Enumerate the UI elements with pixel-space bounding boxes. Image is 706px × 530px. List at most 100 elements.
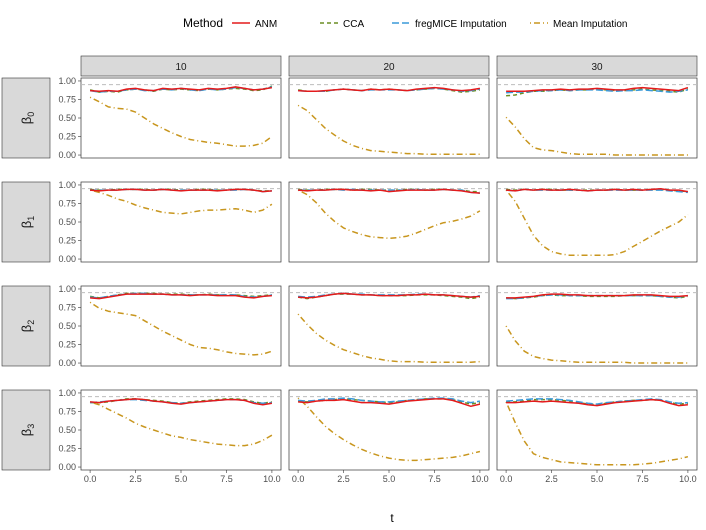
panel-1-1 bbox=[288, 181, 490, 263]
series-line-fregmice-imputation bbox=[298, 397, 481, 404]
row-strip-label-3: β3 bbox=[19, 424, 36, 437]
panel-3-1 bbox=[288, 389, 490, 471]
series-line-anm bbox=[90, 398, 273, 406]
series-line-anm bbox=[506, 398, 688, 407]
row-label-symbol: β bbox=[19, 325, 34, 332]
y-tick-label: 0.25 bbox=[58, 236, 76, 246]
y-tick-label: 0.75 bbox=[58, 302, 76, 312]
y-tick-label: 0.00 bbox=[58, 462, 76, 472]
legend-title: Method bbox=[183, 16, 223, 30]
series-line-mean-imputation bbox=[505, 401, 689, 466]
panel-3-2 bbox=[496, 389, 698, 471]
y-tick-label: 0.50 bbox=[58, 321, 76, 331]
y-tick-label: 1.00 bbox=[58, 388, 76, 398]
panel-2-2 bbox=[496, 285, 698, 367]
column-strip-label-10: 10 bbox=[175, 62, 187, 73]
panel-0-1 bbox=[288, 77, 490, 159]
panel-frame bbox=[80, 285, 282, 367]
series-line-fregmice-imputation bbox=[506, 398, 688, 405]
x-tick-label: 0.0 bbox=[500, 474, 513, 484]
x-tick-label: 0.0 bbox=[292, 474, 305, 484]
series-line-mean-imputation bbox=[297, 189, 481, 240]
x-tick-label: 0.0 bbox=[84, 474, 97, 484]
panel-grid: 10 20 30β00.000.250.500.751.00β10.000.250.… bbox=[1, 55, 698, 484]
series-line-anm bbox=[298, 188, 480, 194]
row-strip-3 bbox=[1, 389, 51, 471]
series-line-anm bbox=[298, 292, 480, 299]
panel-frame bbox=[80, 181, 282, 263]
y-tick-label: 0.25 bbox=[58, 444, 76, 454]
series-line-anm bbox=[90, 188, 272, 193]
row-strip-label-2: β2 bbox=[19, 320, 36, 333]
x-tick-label: 2.5 bbox=[129, 474, 142, 484]
row-strip-label-1: β1 bbox=[19, 216, 36, 229]
column-strip-10 bbox=[80, 55, 282, 77]
y-tick-label: 0.50 bbox=[58, 217, 76, 227]
panel-2-0 bbox=[80, 285, 282, 367]
legend-label-cca: CCA bbox=[343, 19, 364, 30]
x-tick-label: 10.0 bbox=[679, 474, 697, 484]
panel-2-1 bbox=[288, 285, 490, 367]
row-strip-2 bbox=[1, 285, 51, 367]
row-label-subscript: 0 bbox=[26, 112, 36, 117]
y-tick-label: 0.75 bbox=[58, 198, 76, 208]
series-line-anm bbox=[90, 86, 273, 93]
panel-3-0 bbox=[80, 389, 282, 471]
row-strip-1 bbox=[1, 181, 51, 263]
y-tick-label: 0.25 bbox=[58, 340, 76, 350]
series-line-mean-imputation bbox=[297, 104, 480, 156]
y-tick-label: 0.00 bbox=[58, 254, 76, 264]
x-tick-label: 2.5 bbox=[337, 474, 350, 484]
legend-label-anm: ANM bbox=[255, 19, 277, 30]
series-line-mean-imputation bbox=[89, 189, 273, 215]
series-line-anm bbox=[298, 398, 481, 408]
x-tick-label: 5.0 bbox=[175, 474, 188, 484]
series-line-mean-imputation bbox=[89, 301, 273, 356]
y-tick-label: 0.75 bbox=[58, 406, 76, 416]
panel-frame bbox=[496, 181, 698, 263]
x-tick-label: 10.0 bbox=[471, 474, 489, 484]
legend-label-mean-imputation: Mean Imputation bbox=[553, 19, 628, 30]
row-label-symbol: β bbox=[19, 117, 34, 124]
legend: Method ANM CCA fregMICE Imputation Mean Impu… bbox=[183, 16, 628, 30]
series-line-anm bbox=[506, 293, 688, 299]
x-axis-title: t bbox=[390, 511, 394, 525]
row-label-symbol: β bbox=[19, 429, 34, 436]
row-strip-label-0: β0 bbox=[19, 112, 36, 125]
series-line-mean-imputation bbox=[505, 189, 689, 257]
column-strip-30 bbox=[496, 55, 698, 77]
y-tick-label: 0.25 bbox=[58, 132, 76, 142]
x-tick-label: 2.5 bbox=[545, 474, 558, 484]
y-tick-label: 0.50 bbox=[58, 113, 76, 123]
column-strip-label-30: 30 bbox=[591, 62, 603, 73]
x-tick-label: 7.5 bbox=[220, 474, 233, 484]
series-line-mean-imputation bbox=[297, 397, 481, 462]
series-line-mean-imputation bbox=[505, 116, 688, 156]
y-tick-label: 1.00 bbox=[58, 284, 76, 294]
panel-frame bbox=[496, 389, 698, 471]
series-line-anm bbox=[90, 293, 272, 300]
panel-1-2 bbox=[496, 181, 698, 263]
y-tick-label: 1.00 bbox=[58, 180, 76, 190]
panel-0-2 bbox=[496, 77, 698, 159]
x-tick-label: 7.5 bbox=[636, 474, 649, 484]
y-tick-label: 0.00 bbox=[58, 150, 76, 160]
series-line-mean-imputation bbox=[505, 325, 688, 364]
x-tick-label: 10.0 bbox=[263, 474, 281, 484]
row-strip-0 bbox=[1, 77, 51, 159]
y-tick-label: 0.75 bbox=[58, 94, 76, 104]
series-line-anm bbox=[506, 187, 689, 193]
row-label-symbol: β bbox=[19, 221, 34, 228]
row-label-subscript: 2 bbox=[26, 320, 36, 325]
series-line-mean-imputation bbox=[89, 96, 273, 147]
column-strip-label-20: 20 bbox=[383, 62, 395, 73]
y-tick-label: 1.00 bbox=[58, 76, 76, 86]
series-line-mean-imputation bbox=[297, 313, 480, 364]
x-tick-label: 5.0 bbox=[591, 474, 604, 484]
panel-1-0 bbox=[80, 181, 282, 263]
panel-frame bbox=[288, 181, 490, 263]
x-tick-label: 7.5 bbox=[428, 474, 441, 484]
y-tick-label: 0.50 bbox=[58, 425, 76, 435]
series-line-mean-imputation bbox=[89, 401, 273, 447]
